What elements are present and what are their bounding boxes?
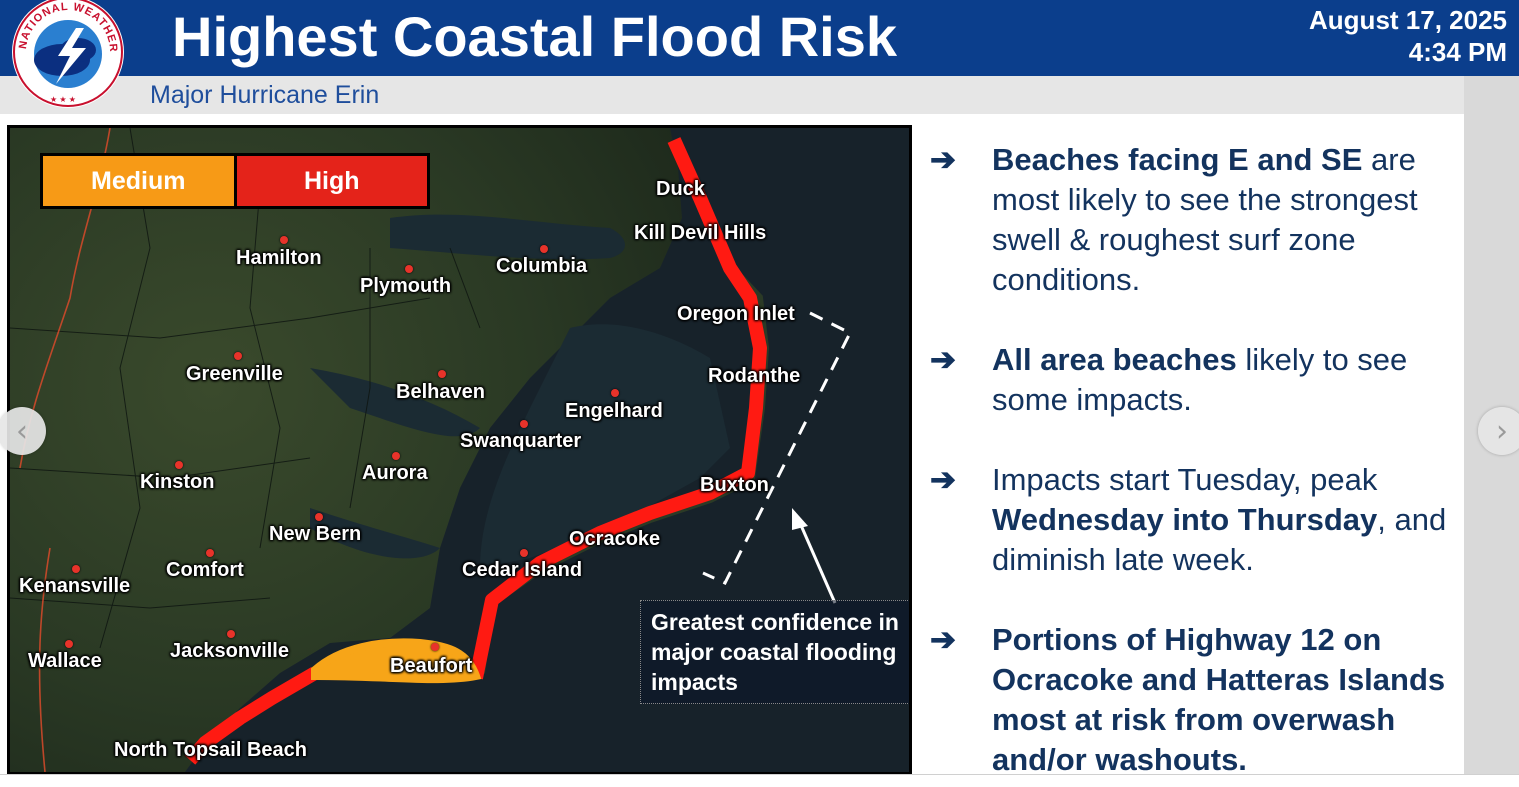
mainland	[10, 128, 682, 772]
town-label: Kenansville	[19, 575, 131, 597]
town-dot	[431, 643, 439, 651]
town-dot	[520, 549, 528, 557]
town-dot	[405, 265, 413, 273]
header-bar	[0, 0, 1519, 76]
town-dot	[315, 513, 323, 521]
town-label: Belhaven	[396, 381, 485, 403]
town-dot	[392, 452, 400, 460]
town-dot	[280, 236, 288, 244]
neuse-river	[310, 508, 440, 559]
town-label: Buxton	[700, 474, 769, 496]
town-dot	[227, 630, 235, 638]
town-label: Cedar Island	[462, 559, 583, 581]
legend-medium: Medium	[43, 156, 237, 206]
chevron-left-icon: ‹	[16, 413, 28, 449]
svg-text:★ ★ ★: ★ ★ ★	[50, 95, 76, 104]
bullet-bold: Beaches facing E and SE	[992, 142, 1363, 177]
bullet-bold: All area beaches	[992, 342, 1237, 377]
issue-datetime: August 17, 2025 4:34 PM	[1309, 4, 1507, 68]
town-label: Kinston	[140, 471, 215, 493]
town-label: New Bern	[269, 523, 362, 545]
town-label: Kill Devil Hills	[634, 222, 767, 244]
town-label: Wallace	[28, 650, 102, 672]
key-message: ➔ Portions of Highway 12 on Ocracoke and…	[930, 620, 1490, 780]
arrow-right-icon: ➔	[930, 342, 956, 377]
next-slide-button[interactable]: ›	[1478, 407, 1519, 455]
town-dot	[520, 420, 528, 428]
pamlico-sound	[480, 324, 730, 568]
town-label: Comfort	[166, 559, 244, 581]
town-label: Columbia	[496, 255, 588, 277]
page-title: Highest Coastal Flood Risk	[172, 5, 897, 68]
town-label: Oregon Inlet	[677, 303, 795, 325]
confidence-bracket	[702, 311, 853, 585]
bullet-text: Impacts start Tuesday, peak	[992, 462, 1378, 497]
bullet-bold: Wednesday into Thursday	[992, 502, 1378, 537]
subtitle-bar	[0, 76, 1464, 114]
key-message: ➔ Beaches facing E and SE are most likel…	[930, 140, 1490, 300]
town-label: Beaufort	[390, 655, 473, 677]
confidence-annotation: Greatest confidence in major coastal flo…	[640, 600, 909, 704]
high-risk-band-south	[184, 666, 319, 765]
high-risk-band	[469, 137, 767, 680]
chevron-right-icon: ›	[1496, 413, 1508, 449]
bullet-text: , and diminish late week.	[992, 502, 1447, 577]
town-label: Plymouth	[360, 275, 452, 297]
town-label: Jacksonville	[170, 640, 289, 662]
town-dot	[72, 565, 80, 573]
prev-slide-button[interactable]: ‹	[0, 407, 46, 455]
nws-logo-icon: NATIONAL WEATHER SERVICE ★ ★ ★	[8, 0, 124, 108]
bullet-text: are most likely to see the strongest swe…	[992, 142, 1418, 297]
town-label: Hamilton	[236, 247, 322, 269]
key-message: ➔ All area beaches likely to see some im…	[930, 340, 1490, 420]
risk-legend: Medium High	[40, 153, 430, 209]
town-label: Aurora	[362, 462, 428, 484]
bullet-bold: Portions of Highway 12 on Ocracoke and H…	[992, 622, 1446, 777]
town-dot	[65, 640, 73, 648]
issue-date: August 17, 2025	[1309, 5, 1507, 35]
bottom-strip	[0, 774, 1519, 787]
legend-high: High	[236, 156, 427, 206]
issue-time: 4:34 PM	[1408, 37, 1507, 67]
town-label: North Topsail Beach	[114, 739, 307, 761]
pamlico-river	[310, 368, 480, 437]
key-messages: ➔ Beaches facing E and SE are most likel…	[930, 140, 1490, 787]
town-dot	[438, 370, 446, 378]
medium-risk-band	[311, 638, 482, 684]
page-subtitle: Major Hurricane Erin	[150, 81, 380, 109]
arrow-right-icon: ➔	[930, 622, 956, 657]
town-dot	[234, 352, 242, 360]
town-dot	[206, 549, 214, 557]
albemarle-sound	[390, 214, 625, 260]
town-label: Rodanthe	[708, 365, 801, 387]
flood-risk-map: Medium High Duck Kill Devil Hills Hamilt…	[7, 125, 912, 775]
bullet-text: likely to see some impacts.	[992, 342, 1408, 417]
town-label: Ocracoke	[569, 528, 661, 550]
town-label: Engelhard	[565, 400, 663, 422]
arrow-right-icon: ➔	[930, 462, 956, 497]
town-label: Greenville	[186, 363, 283, 385]
town-label: Duck	[656, 178, 705, 200]
town-label: Swanquarter	[460, 430, 582, 452]
key-message: ➔ Impacts start Tuesday, peak Wednesday …	[930, 460, 1490, 580]
town-dot	[611, 389, 619, 397]
arrow-right-icon: ➔	[930, 142, 956, 177]
town-dot	[540, 245, 548, 253]
town-dot	[175, 461, 183, 469]
